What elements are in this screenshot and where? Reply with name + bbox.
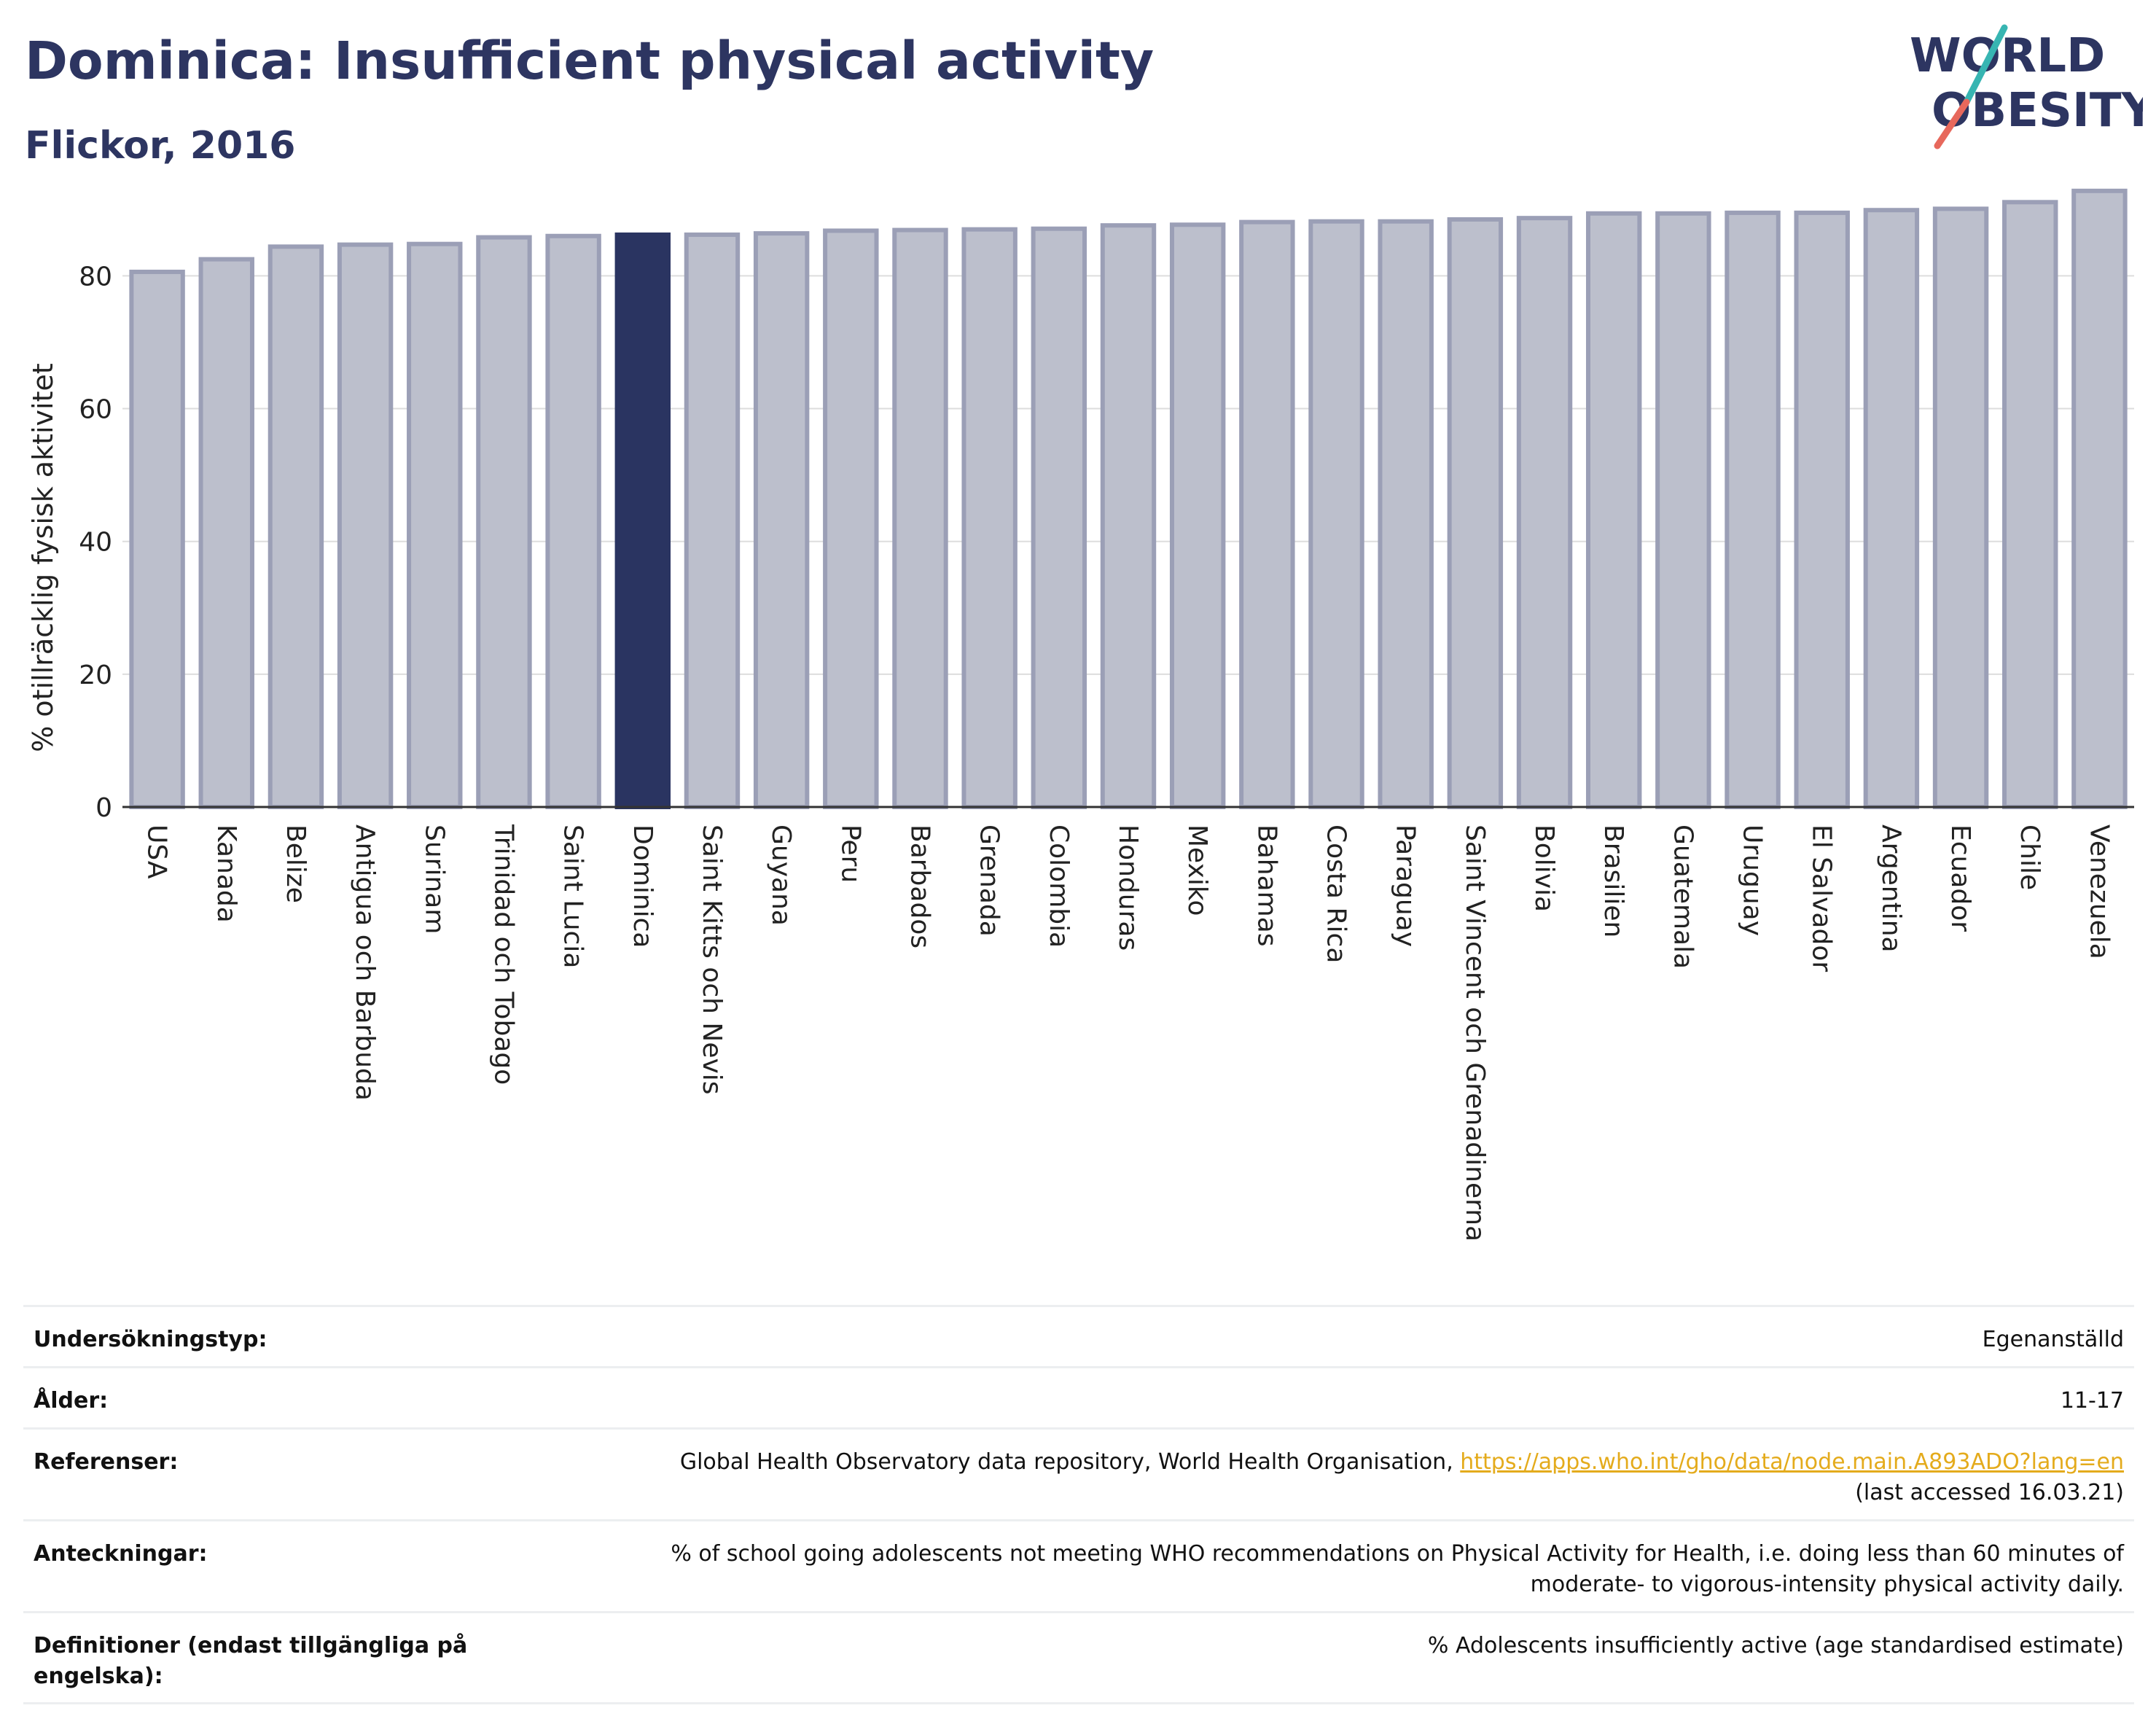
info-row-notes: Anteckningar: % of school going adolesce…: [23, 1519, 2134, 1611]
bar: [1516, 216, 1573, 809]
x-tick-label: Grenada: [975, 824, 1004, 937]
info-row-survey-type: Undersökningstyp: Egenanställd: [23, 1305, 2134, 1366]
bar: [1725, 210, 1781, 809]
x-tick-label: Trinidad och Tobago: [488, 824, 518, 1085]
bar: [1378, 219, 1434, 809]
x-tick-label: Bahamas: [1251, 824, 1281, 947]
bar-highlighted: [614, 232, 671, 810]
bar: [1308, 219, 1364, 809]
bar: [1585, 211, 1642, 809]
bar: [129, 269, 185, 809]
bar: [1100, 223, 1157, 809]
bar: [753, 231, 810, 809]
y-axis: 0 20 40 60 80: [79, 262, 112, 823]
x-tick-label: Saint Lucia: [558, 824, 588, 968]
info-label: Anteckningar:: [34, 1541, 208, 1567]
x-tick-label: Surinam: [419, 824, 449, 934]
bar: [2002, 200, 2058, 809]
bar: [684, 232, 741, 810]
info-value: % of school going adolescents not meetin…: [671, 1541, 2124, 1597]
x-tick-label: Paraguay: [1391, 824, 1421, 947]
y-tick-label: 0: [95, 793, 112, 823]
bar: [961, 227, 1018, 810]
x-tick-label: El Salvador: [1807, 824, 1837, 972]
bar: [407, 241, 463, 810]
y-tick-label: 80: [79, 262, 112, 292]
bar: [476, 235, 532, 809]
x-tick-label: Peru: [835, 824, 865, 883]
bar: [337, 242, 394, 809]
bar: [267, 244, 324, 810]
x-tick-label: Barbados: [905, 824, 934, 948]
y-tick-label: 60: [79, 395, 112, 425]
x-tick-label: Kanada: [211, 824, 241, 923]
y-tick-label: 20: [79, 660, 112, 690]
bar: [1169, 222, 1226, 809]
x-tick-label: Colombia: [1044, 824, 1074, 948]
x-tick-label: Chile: [2015, 824, 2044, 890]
x-tick-label: Venezuela: [2084, 824, 2114, 959]
info-row-definitions: Definitioner (endast tillgängliga på eng…: [23, 1611, 2134, 1704]
info-label: Undersökningstyp:: [34, 1327, 267, 1352]
x-tick-label: Guyana: [766, 824, 796, 926]
x-tick-label: Brasilien: [1598, 824, 1628, 937]
x-tick-label: Honduras: [1113, 824, 1143, 951]
info-value: % Adolescents insufficiently active (age…: [1427, 1633, 2124, 1658]
x-tick-label: Uruguay: [1738, 824, 1768, 936]
info-value: Global Health Observatory data repositor…: [680, 1447, 2124, 1508]
logo-slash-teal: [1963, 24, 2008, 106]
bar: [198, 257, 254, 809]
x-tick-label: Antigua och Barbuda: [350, 824, 380, 1101]
bar: [823, 228, 879, 809]
bar: [1863, 208, 1920, 809]
bars: [129, 188, 2128, 810]
chart-title: Dominica: Insufficient physical activity: [25, 31, 1155, 91]
info-label: Ålder:: [34, 1388, 109, 1414]
y-axis-label: % otillräcklig fysisk aktivitet: [27, 363, 59, 752]
info-label: Referenser:: [34, 1449, 179, 1475]
bar: [2071, 188, 2128, 809]
info-value: Egenanställd: [1982, 1327, 2124, 1352]
x-tick-label: Dominica: [628, 824, 657, 948]
info-value: 11-17: [2060, 1388, 2124, 1414]
bar: [1655, 211, 1711, 809]
x-tick-label: Saint Vincent och Grenadinerna: [1460, 824, 1490, 1241]
bar: [1794, 210, 1850, 809]
bar: [1031, 226, 1087, 809]
x-tick-label: Ecuador: [1945, 824, 1975, 932]
x-tick-label: Mexiko: [1182, 824, 1212, 916]
bar: [892, 227, 948, 809]
x-tick-label: Argentina: [1876, 824, 1906, 953]
logo-line2: OBESITY: [1932, 84, 2143, 138]
x-tick-label: Bolivia: [1529, 824, 1559, 912]
chart-subtitle: Flickor, 2016: [25, 124, 296, 168]
x-tick-label: Belize: [281, 824, 310, 903]
info-label: Definitioner (endast tillgängliga på eng…: [34, 1633, 468, 1689]
info-row-age: Ålder: 11-17: [23, 1366, 2134, 1427]
x-axis: USA Kanada Belize Antigua och Barbuda Surina…: [122, 806, 2134, 1241]
x-tick-label: Guatemala: [1668, 824, 1698, 969]
y-tick-label: 40: [79, 528, 112, 558]
x-tick-label: Saint Kitts och Nevis: [697, 824, 727, 1095]
bar-chart: 0 20 40 60 80 USA Kanada Belize Antigua och Bar…: [27, 188, 2134, 1241]
logo-slash-coral: [1934, 98, 1970, 149]
bar: [545, 233, 601, 809]
info-row-references: Referenser: Global Health Observatory da…: [23, 1427, 2134, 1519]
reference-link[interactable]: https://apps.who.int/gho/data/node.main.…: [1460, 1449, 2124, 1475]
x-tick-label: Costa Rica: [1321, 824, 1351, 963]
bar: [1447, 217, 1504, 809]
reference-text: Global Health Observatory data repositor…: [679, 1449, 1461, 1475]
bar: [1239, 219, 1295, 809]
logo-line1: WORLD: [1910, 29, 2105, 83]
info-table: Undersökningstyp: Egenanställd Ålder: 11…: [23, 1305, 2134, 1704]
world-obesity-logo: WORLD OBESITY: [1910, 24, 2143, 149]
x-tick-label: USA: [142, 824, 172, 879]
bar: [1932, 206, 1989, 810]
reference-note: (last accessed 16.03.21): [1855, 1480, 2124, 1505]
